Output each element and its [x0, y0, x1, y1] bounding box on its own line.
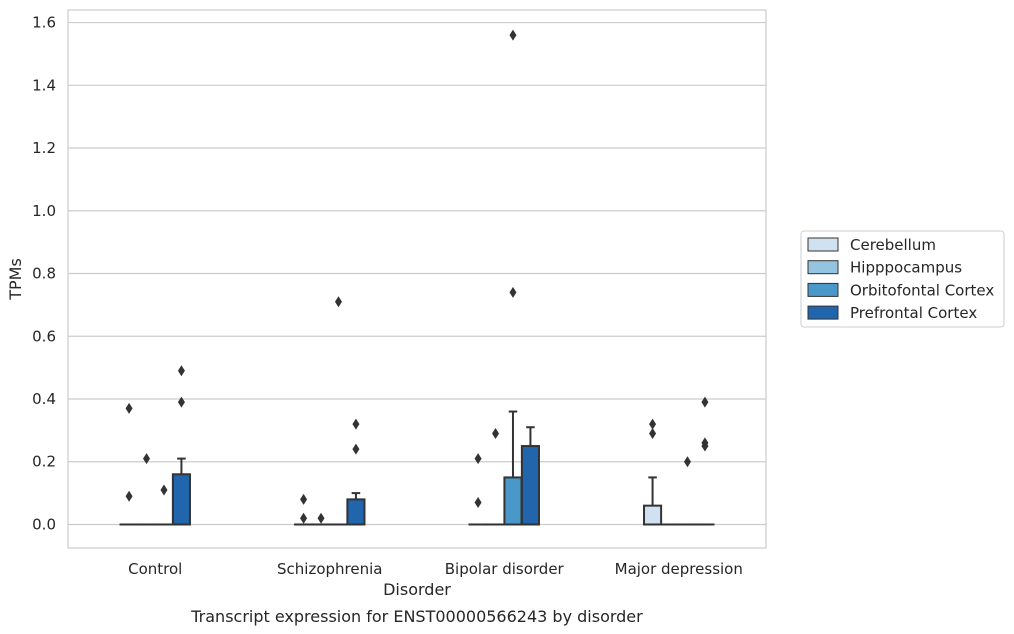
x-axis-label: Disorder — [383, 580, 451, 599]
x-tick-label: Schizophrenia — [277, 560, 382, 578]
y-axis-label: TPMs — [6, 258, 25, 301]
outlier-point — [474, 453, 482, 465]
outlier-point — [352, 418, 360, 430]
gridlines — [68, 21, 766, 526]
outlier-point — [334, 296, 342, 308]
outlier-point — [492, 427, 500, 439]
legend-label: Orbitofontal Cortex — [850, 281, 994, 299]
boxes — [119, 410, 715, 526]
legend-swatch — [807, 282, 839, 297]
y-tick-label: 1.6 — [32, 14, 56, 32]
y-tick-label: 1.0 — [32, 202, 56, 220]
x-tick-label: Bipolar disorder — [445, 560, 565, 578]
box — [346, 498, 366, 526]
y-tick-label: 1.2 — [32, 139, 56, 157]
legend-swatch — [807, 260, 839, 275]
box — [503, 476, 523, 526]
legend-label: Hipppocampus — [850, 259, 962, 277]
legend-swatch — [807, 305, 839, 320]
outlier-point — [160, 484, 168, 496]
plot-frame — [67, 9, 767, 549]
legend-label: Cerebellum — [850, 236, 936, 254]
box — [643, 504, 663, 526]
y-tick-label: 0.2 — [32, 453, 56, 471]
legend-swatch — [807, 237, 839, 252]
outlier-point — [649, 418, 657, 430]
legend-label: Prefrontal Cortex — [850, 304, 977, 322]
outlier-points — [125, 29, 709, 524]
outlier-point — [177, 396, 185, 408]
outlier-point — [352, 443, 360, 455]
x-tick-label: Major depression — [615, 560, 743, 578]
y-tick-label: 0.4 — [32, 390, 56, 408]
outlier-point — [317, 512, 325, 524]
outlier-point — [649, 427, 657, 439]
outlier-point — [701, 396, 709, 408]
outlier-point — [683, 456, 691, 468]
y-tick-label: 0.8 — [32, 265, 56, 283]
x-tick-labels: Control Schizophrenia Bipolar disorder Majo… — [128, 560, 743, 578]
outlier-point — [177, 365, 185, 377]
y-tick-labels: 0.0 0.2 0.4 0.6 0.8 1.0 1.2 1.4 1.6 — [32, 14, 56, 534]
chart-caption: Transcript expression for ENST0000056624… — [190, 607, 643, 626]
y-tick-label: 0.6 — [32, 327, 56, 345]
y-tick-label: 0.0 — [32, 515, 56, 533]
x-tick-label: Control — [128, 560, 182, 578]
outlier-point — [300, 512, 308, 524]
outlier-point — [509, 29, 517, 41]
y-tick-label: 1.4 — [32, 76, 56, 94]
outlier-point — [125, 490, 133, 502]
box — [171, 473, 191, 526]
outlier-point — [509, 286, 517, 298]
box — [520, 445, 540, 526]
outlier-point — [474, 497, 482, 509]
legend-frame — [800, 230, 1005, 328]
outlier-point — [125, 402, 133, 414]
outlier-point — [143, 453, 151, 465]
legend: Cerebellum Hipppocampus Orbitofontal Corte… — [800, 230, 1005, 328]
outlier-point — [701, 437, 709, 449]
outlier-point — [300, 493, 308, 505]
